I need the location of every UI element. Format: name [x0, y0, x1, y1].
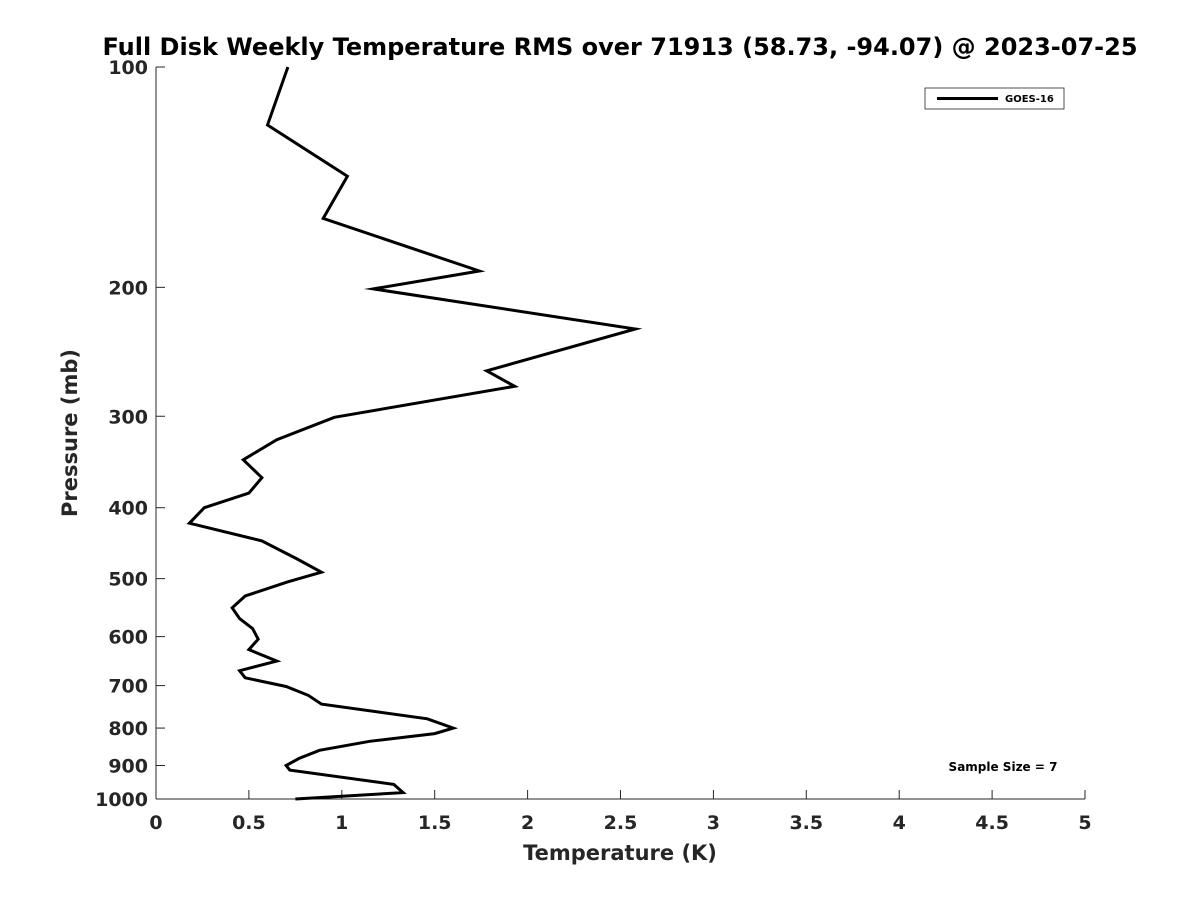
y-axis-ticks: 100 200 300 400 500 600 700 800 900 1000	[95, 57, 165, 811]
y-tick-label: 400	[108, 498, 148, 520]
x-axis-ticks: 0 0.5 1 1.5 2 2.5 3 3.5 4 4.5 5	[149, 790, 1092, 834]
x-axis-label: Temperature (K)	[523, 841, 717, 865]
x-tick-label: 4.5	[975, 812, 1009, 834]
x-tick-label: 2	[521, 812, 534, 834]
sample-size-annotation: Sample Size = 7	[949, 760, 1058, 774]
legend-label-goes-16: GOES-16	[1005, 94, 1054, 105]
x-tick-label: 1	[335, 812, 348, 834]
y-tick-label: 800	[108, 718, 148, 740]
y-tick-label: 500	[108, 569, 148, 591]
y-tick-label: 100	[108, 57, 148, 79]
x-tick-label: 0.5	[232, 812, 266, 834]
x-tick-label: 2.5	[604, 812, 638, 834]
x-tick-label: 3	[707, 812, 720, 834]
x-tick-label: 3.5	[789, 812, 823, 834]
y-axis-label: Pressure (mb)	[58, 349, 82, 517]
legend: GOES-16	[924, 87, 1065, 110]
y-tick-label: 700	[108, 676, 148, 698]
x-tick-label: 1.5	[418, 812, 452, 834]
y-tick-label: 300	[108, 406, 148, 428]
y-tick-label: 600	[108, 627, 148, 649]
x-tick-label: 4	[893, 812, 906, 834]
y-tick-label: 900	[108, 756, 148, 778]
x-tick-label: 5	[1078, 812, 1091, 834]
y-tick-label: 1000	[95, 789, 148, 811]
plot-area	[156, 67, 1085, 799]
x-tick-label: 0	[149, 812, 162, 834]
y-tick-label: 200	[108, 277, 148, 299]
series-layer	[186, 66, 643, 801]
series-line-goes-16	[186, 66, 643, 801]
chart-title: Full Disk Weekly Temperature RMS over 71…	[102, 33, 1137, 61]
